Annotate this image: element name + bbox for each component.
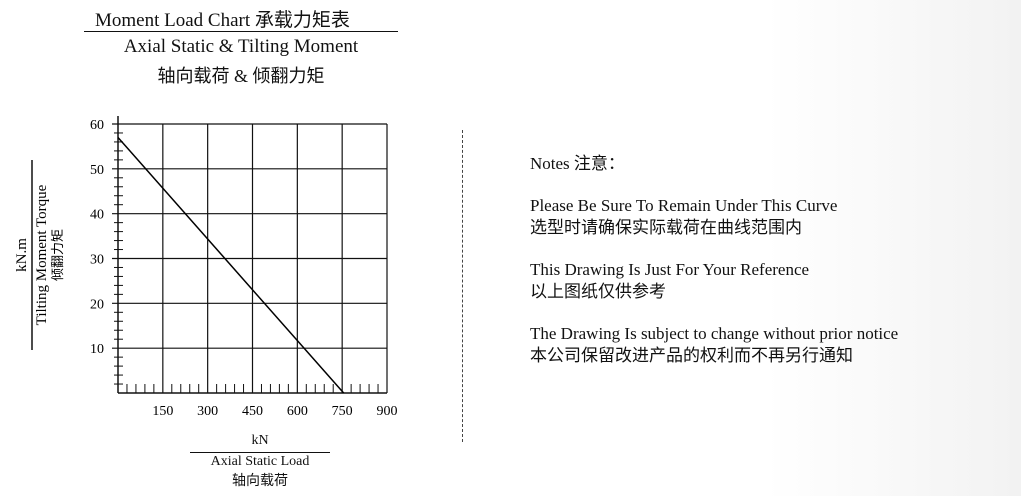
notes-panel: Notes 注意： Please Be Sure To Remain Under… bbox=[530, 153, 898, 387]
note-3: The Drawing Is subject to change without… bbox=[530, 324, 899, 365]
dashed-divider bbox=[462, 130, 463, 442]
y-axis-label: kN.m Tilting Moment Torque 倾翻力矩 bbox=[14, 160, 65, 350]
title-divider bbox=[84, 31, 398, 32]
x-tick-label: 450 bbox=[242, 404, 263, 419]
moment-load-chart: 150 300 450 600 750 900 10 20 30 40 50 60 bbox=[90, 116, 398, 419]
x-axis-title-en: Axial Static Load bbox=[210, 454, 310, 469]
x-axis-title-cn: 轴向载荷 bbox=[232, 474, 288, 489]
y-tick-label: 20 bbox=[90, 297, 104, 312]
note-2: This Drawing Is Just For Your Reference 以… bbox=[530, 260, 810, 301]
y-tick-label: 10 bbox=[90, 342, 104, 357]
x-tick-label: 150 bbox=[152, 404, 173, 419]
y-axis-unit: kN.m bbox=[14, 238, 30, 272]
y-tick-label: 50 bbox=[90, 163, 104, 178]
x-tick-label: 900 bbox=[377, 404, 398, 419]
x-tick-label: 300 bbox=[197, 404, 218, 419]
chart-title: Moment Load Chart 承载力矩表 bbox=[95, 10, 350, 31]
y-axis-title-en: Tilting Moment Torque bbox=[34, 184, 50, 325]
chart-subtitle-en: Axial Static & Tilting Moment bbox=[123, 36, 359, 57]
x-tick-label: 600 bbox=[287, 404, 308, 419]
y-tick-label: 30 bbox=[90, 253, 104, 268]
notes-heading: Notes 注意： bbox=[530, 154, 625, 173]
y-axis-title-cn: 倾翻力矩 bbox=[50, 229, 65, 281]
y-tick-label: 60 bbox=[90, 118, 104, 133]
x-axis-unit: kN bbox=[251, 433, 269, 448]
y-tick-label: 40 bbox=[90, 208, 104, 223]
x-tick-label: 750 bbox=[332, 404, 353, 419]
note-1: Please Be Sure To Remain Under This Curv… bbox=[530, 196, 838, 237]
load-curve bbox=[117, 136, 345, 394]
chart-subtitle-cn: 轴向载荷 & 倾翻力矩 bbox=[157, 66, 325, 86]
x-axis-label: kN Axial Static Load 轴向载荷 bbox=[190, 433, 330, 490]
